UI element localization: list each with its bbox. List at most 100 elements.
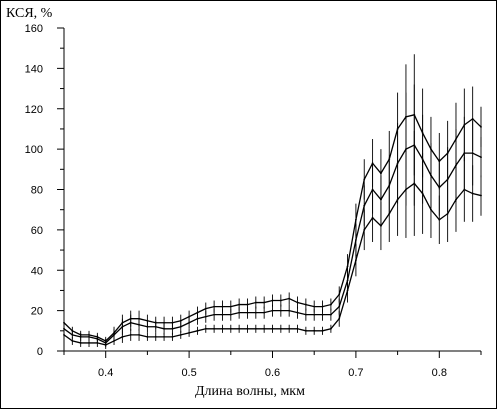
data-point [71, 340, 74, 342]
data-point [371, 216, 374, 219]
data-point [405, 188, 407, 191]
data-point [279, 327, 282, 330]
data-point [188, 331, 191, 334]
data-point [296, 327, 299, 330]
data-point [455, 198, 457, 201]
data-point [463, 152, 466, 155]
data-point [463, 188, 466, 191]
data-point [254, 301, 257, 304]
data-point [421, 192, 424, 195]
data-point [480, 156, 482, 159]
data-point [263, 311, 266, 314]
y-tick-label: 0 [37, 346, 43, 358]
data-point [371, 162, 374, 165]
data-point [254, 327, 257, 330]
data-point [329, 313, 332, 316]
data-point [96, 342, 99, 344]
data-point [296, 311, 299, 314]
data-point [229, 313, 232, 316]
y-tick-label: 40 [31, 265, 43, 277]
data-point [129, 321, 132, 324]
data-point [363, 204, 366, 207]
data-point [196, 329, 199, 332]
data-point [338, 293, 341, 296]
y-tick-label: 120 [25, 104, 43, 116]
data-point [63, 321, 65, 324]
data-point [413, 182, 416, 185]
axis-ticks [57, 27, 482, 358]
data-point [263, 327, 266, 330]
data-point [104, 344, 107, 346]
data-point [355, 239, 357, 241]
y-tick-label: 20 [31, 306, 43, 318]
data-point [63, 327, 65, 330]
data-point [71, 333, 74, 336]
data-point [88, 335, 90, 338]
data-point [471, 152, 474, 155]
data-point [188, 321, 191, 324]
data-point [346, 289, 349, 292]
data-point [279, 299, 282, 302]
data-point [480, 126, 482, 128]
data-point [263, 301, 266, 304]
data-point [346, 265, 349, 268]
data-point [79, 342, 82, 344]
data-point [363, 178, 366, 181]
data-point [221, 305, 224, 308]
data-point [254, 311, 257, 314]
data-point [213, 305, 216, 308]
data-point [438, 186, 441, 189]
data-point [321, 305, 324, 308]
data-point [238, 311, 241, 314]
data-point [246, 311, 249, 314]
data-point [288, 327, 291, 330]
series-layer [63, 54, 482, 349]
data-point [430, 174, 432, 177]
data-point [471, 117, 474, 120]
data-point [163, 327, 165, 330]
data-point [138, 323, 140, 326]
data-point [113, 333, 115, 336]
x-tick-label: 0.6 [265, 367, 280, 379]
y-tick-label: 140 [25, 63, 43, 75]
data-point [371, 188, 374, 191]
data-point [229, 327, 232, 330]
data-point [480, 194, 482, 197]
data-point [63, 333, 65, 336]
x-axis-title: Длина волны, мкм [195, 384, 305, 399]
data-point [171, 335, 174, 338]
data-point [221, 313, 224, 316]
data-point [446, 212, 449, 215]
data-point [88, 342, 90, 344]
data-point [246, 303, 249, 306]
data-point [138, 333, 140, 336]
data-point [213, 327, 216, 330]
data-point [179, 325, 182, 328]
y-tick-label: 160 [25, 23, 43, 35]
data-point [363, 228, 366, 231]
data-point [313, 305, 316, 308]
x-tick-label: 0.4 [98, 367, 113, 379]
data-point [321, 329, 324, 332]
data-point [304, 303, 307, 306]
data-point [146, 325, 149, 328]
data-point [304, 329, 307, 332]
data-point [388, 212, 391, 215]
data-point [154, 325, 157, 328]
data-point [229, 305, 232, 308]
data-point [338, 317, 341, 320]
data-point [121, 335, 124, 338]
data-point [279, 309, 282, 312]
data-point [313, 329, 316, 332]
data-point [296, 301, 299, 304]
data-point [446, 178, 449, 181]
data-point [113, 340, 115, 342]
y-tick-label: 100 [25, 144, 43, 156]
data-point [271, 327, 274, 330]
x-tick-label: 0.5 [181, 367, 196, 379]
data-point [171, 327, 174, 330]
y-axis-title: КСЯ, % [6, 6, 53, 21]
data-point [213, 313, 216, 316]
data-point [271, 309, 274, 312]
